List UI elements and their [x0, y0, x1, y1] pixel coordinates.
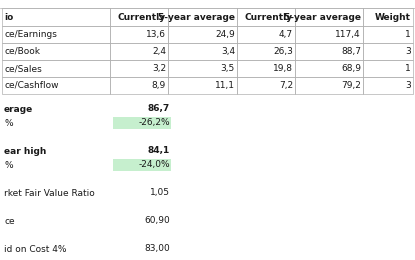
Text: ce/Book: ce/Book: [4, 47, 40, 56]
Text: 88,7: 88,7: [341, 47, 361, 56]
Text: 26,3: 26,3: [273, 47, 293, 56]
Bar: [237, 43, 295, 60]
Text: id on Cost 4%: id on Cost 4%: [4, 244, 66, 254]
Text: 79,2: 79,2: [341, 81, 361, 90]
Text: %: %: [4, 160, 12, 170]
Text: -26,2%: -26,2%: [138, 119, 170, 127]
Text: 5-year average: 5-year average: [158, 12, 235, 22]
Text: 2,4: 2,4: [152, 47, 166, 56]
Bar: [363, 60, 413, 77]
Bar: [295, 77, 363, 94]
Text: 1: 1: [405, 64, 411, 73]
Bar: [2, 77, 110, 94]
Bar: [237, 77, 295, 94]
Bar: [168, 43, 237, 60]
Bar: [110, 43, 168, 60]
Bar: [2, 60, 110, 77]
Text: 68,9: 68,9: [341, 64, 361, 73]
Text: 11,1: 11,1: [215, 81, 235, 90]
Bar: [2, 26, 110, 43]
Text: 4,7: 4,7: [279, 30, 293, 39]
Bar: [168, 26, 237, 43]
Text: 24,9: 24,9: [215, 30, 235, 39]
Text: %: %: [4, 119, 12, 127]
Text: ear high: ear high: [4, 146, 46, 155]
Text: 3,4: 3,4: [221, 47, 235, 56]
Text: 19,8: 19,8: [273, 64, 293, 73]
Text: Weight: Weight: [375, 12, 411, 22]
Text: 3,5: 3,5: [221, 64, 235, 73]
Bar: [363, 8, 413, 26]
Bar: [363, 26, 413, 43]
Text: 3,2: 3,2: [152, 64, 166, 73]
Bar: [110, 26, 168, 43]
Text: 117,4: 117,4: [335, 30, 361, 39]
Text: Currently: Currently: [118, 12, 166, 22]
Text: ce/Earnings: ce/Earnings: [4, 30, 57, 39]
Text: 1,05: 1,05: [150, 188, 170, 198]
Bar: [113, 117, 171, 129]
Bar: [237, 8, 295, 26]
Text: 3: 3: [405, 81, 411, 90]
Bar: [2, 43, 110, 60]
Bar: [295, 8, 363, 26]
Text: 7,2: 7,2: [279, 81, 293, 90]
Text: io: io: [4, 12, 13, 22]
Bar: [168, 77, 237, 94]
Text: 13,6: 13,6: [146, 30, 166, 39]
Text: ce/Cashflow: ce/Cashflow: [4, 81, 59, 90]
Bar: [2, 8, 110, 26]
Bar: [237, 26, 295, 43]
Bar: [110, 77, 168, 94]
Text: ce: ce: [4, 217, 15, 225]
Bar: [363, 43, 413, 60]
Bar: [295, 43, 363, 60]
Text: -24,0%: -24,0%: [138, 160, 170, 170]
Text: 8,9: 8,9: [152, 81, 166, 90]
Bar: [295, 26, 363, 43]
Text: rket Fair Value Ratio: rket Fair Value Ratio: [4, 188, 95, 198]
Text: Currently: Currently: [245, 12, 293, 22]
Text: 3: 3: [405, 47, 411, 56]
Text: 84,1: 84,1: [148, 146, 170, 155]
Bar: [110, 60, 168, 77]
Text: 5-year average: 5-year average: [284, 12, 361, 22]
Text: erage: erage: [4, 105, 33, 114]
Text: 60,90: 60,90: [144, 217, 170, 225]
Text: 83,00: 83,00: [144, 244, 170, 254]
Bar: [295, 60, 363, 77]
Bar: [363, 77, 413, 94]
Text: 86,7: 86,7: [148, 105, 170, 114]
Bar: [113, 159, 171, 171]
Bar: [237, 60, 295, 77]
Bar: [168, 60, 237, 77]
Bar: [110, 8, 168, 26]
Bar: [168, 8, 237, 26]
Text: 1: 1: [405, 30, 411, 39]
Text: ce/Sales: ce/Sales: [4, 64, 42, 73]
